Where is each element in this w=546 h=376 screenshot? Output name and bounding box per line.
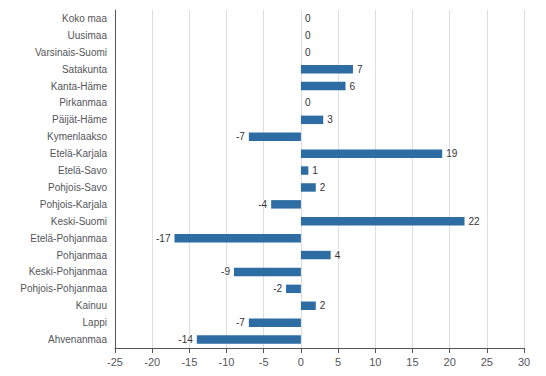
svg-text:Pohjois-Karjala: Pohjois-Karjala xyxy=(40,199,108,210)
svg-text:Kymenlaakso: Kymenlaakso xyxy=(47,131,107,142)
svg-text:Varsinais-Suomi: Varsinais-Suomi xyxy=(35,47,107,58)
svg-text:Koko maa: Koko maa xyxy=(62,13,107,24)
svg-text:7: 7 xyxy=(357,64,363,75)
svg-text:-17: -17 xyxy=(156,233,171,244)
svg-text:Pirkanmaa: Pirkanmaa xyxy=(59,97,107,108)
svg-text:10: 10 xyxy=(369,356,381,368)
svg-text:6: 6 xyxy=(350,81,356,92)
svg-text:25: 25 xyxy=(481,356,493,368)
svg-text:0: 0 xyxy=(298,356,304,368)
svg-text:0: 0 xyxy=(305,30,311,41)
svg-text:20: 20 xyxy=(444,356,456,368)
svg-text:Keski-Suomi: Keski-Suomi xyxy=(51,216,107,227)
svg-text:22: 22 xyxy=(469,216,481,227)
svg-text:-14: -14 xyxy=(178,334,193,345)
svg-text:Pohjanmaa: Pohjanmaa xyxy=(56,250,107,261)
svg-text:Uusimaa: Uusimaa xyxy=(68,30,108,41)
svg-text:0: 0 xyxy=(305,13,311,24)
svg-text:Pohjois-Savo: Pohjois-Savo xyxy=(48,182,107,193)
svg-text:-4: -4 xyxy=(258,199,267,210)
svg-text:-2: -2 xyxy=(273,283,282,294)
svg-text:Etelä-Pohjanmaa: Etelä-Pohjanmaa xyxy=(30,233,107,244)
svg-text:-7: -7 xyxy=(236,131,245,142)
svg-text:Etelä-Savo: Etelä-Savo xyxy=(58,165,107,176)
svg-text:-7: -7 xyxy=(236,317,245,328)
svg-text:-20: -20 xyxy=(144,356,160,368)
svg-text:Kanta-Häme: Kanta-Häme xyxy=(51,81,108,92)
svg-text:2: 2 xyxy=(320,300,326,311)
svg-text:-9: -9 xyxy=(221,266,230,277)
svg-text:Ahvenanmaa: Ahvenanmaa xyxy=(48,334,107,345)
svg-text:30: 30 xyxy=(518,356,530,368)
svg-text:Päijät-Häme: Päijät-Häme xyxy=(52,114,107,125)
svg-text:0: 0 xyxy=(305,47,311,58)
svg-text:-15: -15 xyxy=(181,356,197,368)
svg-text:2: 2 xyxy=(320,182,326,193)
svg-text:19: 19 xyxy=(446,148,458,159)
svg-text:-10: -10 xyxy=(219,356,235,368)
svg-text:4: 4 xyxy=(335,250,341,261)
svg-text:Kainuu: Kainuu xyxy=(76,300,107,311)
svg-text:-5: -5 xyxy=(259,356,269,368)
svg-text:-25: -25 xyxy=(107,356,123,368)
svg-text:3: 3 xyxy=(327,114,333,125)
svg-text:15: 15 xyxy=(406,356,418,368)
svg-text:5: 5 xyxy=(335,356,341,368)
svg-text:Satakunta: Satakunta xyxy=(62,64,107,75)
svg-text:0: 0 xyxy=(305,97,311,108)
svg-text:Etelä-Karjala: Etelä-Karjala xyxy=(50,148,108,159)
svg-text:Keski-Pohjanmaa: Keski-Pohjanmaa xyxy=(29,266,108,277)
svg-text:1: 1 xyxy=(312,165,318,176)
svg-text:Lappi: Lappi xyxy=(83,317,107,328)
svg-text:Pohjois-Pohjanmaa: Pohjois-Pohjanmaa xyxy=(20,283,107,294)
